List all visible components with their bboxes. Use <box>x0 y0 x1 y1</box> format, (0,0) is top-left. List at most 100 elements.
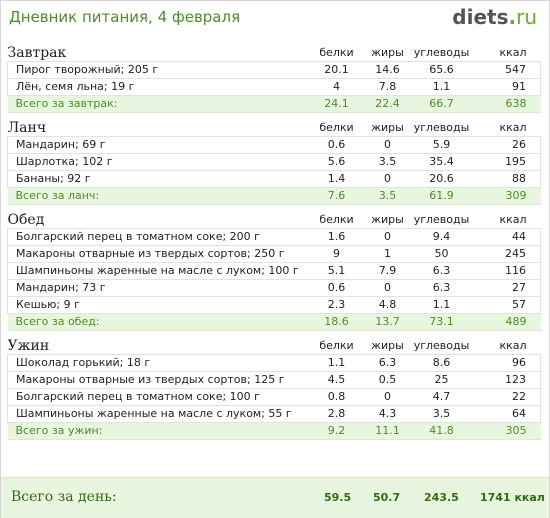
food-carbs: 1.1 <box>407 78 476 96</box>
food-protein: 1.4 <box>305 170 368 188</box>
food-name: Болгарский перец в томатном соке; 200 г <box>7 228 306 246</box>
food-row[interactable]: Макароны отварные из твердых сортов; 125… <box>7 371 541 389</box>
section-total-label: Всего за завтрак: <box>7 95 306 113</box>
section-total-protein: 9.2 <box>305 422 368 440</box>
section-total-protein: 7.6 <box>305 187 368 205</box>
section-spacer <box>8 331 541 339</box>
food-fat: 0 <box>367 228 408 246</box>
food-name: Шарлотка; 102 г <box>7 153 306 171</box>
column-header-carbs: углеводы <box>413 121 470 134</box>
food-protein: 1.1 <box>305 354 368 372</box>
site-logo[interactable]: diets.ru <box>452 5 537 29</box>
food-kcal: 88 <box>475 170 541 188</box>
section-header: Ланч белки жиры углеводы ккал <box>8 120 541 137</box>
food-carbs: 25 <box>407 371 476 389</box>
food-kcal: 245 <box>475 245 541 263</box>
food-name: Шоколад горький; 18 г <box>7 354 306 372</box>
food-carbs: 5.9 <box>407 136 476 154</box>
column-header-protein: белки <box>319 46 354 59</box>
food-row[interactable]: Мандарин; 69 г 0.6 0 5.9 26 <box>7 136 541 154</box>
column-header-kcal: ккал <box>499 339 527 352</box>
food-carbs: 50 <box>407 245 476 263</box>
food-carbs: 65.6 <box>407 61 476 79</box>
food-protein: 2.3 <box>305 296 368 314</box>
header: Дневник питания, 4 февраля diets.ru <box>1 1 549 37</box>
food-fat: 6.3 <box>367 354 408 372</box>
food-name: Пирог творожный; 205 г <box>7 61 306 79</box>
food-row[interactable]: Лён, семя льна; 19 г 4 7.8 1.1 91 <box>7 78 541 96</box>
food-name: Кешью; 9 г <box>7 296 306 314</box>
food-row[interactable]: Болгарский перец в томатном соке; 100 г 0… <box>7 388 541 406</box>
food-name: Макароны отварные из твердых сортов; 125… <box>7 371 306 389</box>
food-protein: 5.1 <box>305 262 368 280</box>
day-total-carbs: 243.5 <box>424 491 459 504</box>
column-header-fat: жиры <box>371 121 404 134</box>
food-row[interactable]: Макароны отварные из твердых сортов; 250… <box>7 245 541 263</box>
section-spacer <box>8 113 541 121</box>
food-name: Болгарский перец в томатном соке; 100 г <box>7 388 306 406</box>
section-total-row: Всего за ланч: 7.6 3.5 61.9 309 <box>7 187 541 205</box>
section-title: Завтрак <box>7 45 67 61</box>
food-kcal: 26 <box>475 136 541 154</box>
section-total-row: Всего за завтрак: 24.1 22.4 66.7 638 <box>7 95 541 113</box>
food-name: Мандарин; 73 г <box>7 279 306 297</box>
spacer-cell <box>8 205 541 213</box>
food-protein: 20.1 <box>305 61 368 79</box>
section-total-protein: 24.1 <box>305 95 368 113</box>
section-total-kcal: 638 <box>475 95 541 113</box>
section-title: Обед <box>7 212 45 228</box>
section-total-fat: 3.5 <box>367 187 408 205</box>
food-row[interactable]: Пирог творожный; 205 г 20.1 14.6 65.6 547 <box>7 61 541 79</box>
food-kcal: 116 <box>475 262 541 280</box>
section-total-carbs: 61.9 <box>407 187 476 205</box>
food-name: Шампиньоны жаренные на масле с луком; 55… <box>7 405 306 423</box>
food-carbs: 1.1 <box>407 296 476 314</box>
food-protein: 1.6 <box>305 228 368 246</box>
column-header-carbs: углеводы <box>413 213 470 226</box>
food-carbs: 8.6 <box>407 354 476 372</box>
food-row[interactable]: Шампиньоны жаренные на масле с луком; 10… <box>7 262 541 280</box>
food-fat: 4.8 <box>367 296 408 314</box>
section-total-fat: 22.4 <box>367 95 408 113</box>
food-fat: 0 <box>367 388 408 406</box>
logo-dot: . <box>508 5 517 29</box>
food-row[interactable]: Шарлотка; 102 г 5.6 3.5 35.4 195 <box>7 153 541 171</box>
food-kcal: 44 <box>475 228 541 246</box>
food-row[interactable]: Кешью; 9 г 2.3 4.8 1.1 57 <box>7 296 541 314</box>
food-kcal: 96 <box>475 354 541 372</box>
food-carbs: 35.4 <box>407 153 476 171</box>
section-spacer <box>8 205 541 213</box>
column-header-carbs: углеводы <box>413 46 470 59</box>
food-row[interactable]: Мандарин; 73 г 0.6 0 6.3 27 <box>7 279 541 297</box>
food-protein: 4.5 <box>305 371 368 389</box>
food-fat: 0 <box>367 279 408 297</box>
column-header-fat: жиры <box>371 213 404 226</box>
section-total-label: Всего за обед: <box>7 313 306 331</box>
food-protein: 4 <box>305 78 368 96</box>
food-row[interactable]: Шоколад горький; 18 г 1.1 6.3 8.6 96 <box>7 354 541 372</box>
food-name: Мандарин; 69 г <box>7 136 306 154</box>
section-total-carbs: 41.8 <box>407 422 476 440</box>
food-carbs: 20.6 <box>407 170 476 188</box>
food-fat: 7.9 <box>367 262 408 280</box>
column-header-protein: белки <box>319 213 354 226</box>
food-carbs: 6.3 <box>407 279 476 297</box>
food-fat: 14.6 <box>367 61 408 79</box>
food-name: Шампиньоны жаренные на масле с луком; 10… <box>7 262 306 280</box>
food-fat: 0 <box>367 136 408 154</box>
food-row[interactable]: Шампиньоны жаренные на масле с луком; 55… <box>7 405 541 423</box>
food-fat: 1 <box>367 245 408 263</box>
section-total-kcal: 489 <box>475 313 541 331</box>
day-total-fat: 50.7 <box>373 491 401 504</box>
section-total-row: Всего за обед: 18.6 13.7 73.1 489 <box>7 313 541 331</box>
food-row[interactable]: Бананы; 92 г 1.4 0 20.6 88 <box>7 170 541 188</box>
column-header-carbs: углеводы <box>413 339 470 352</box>
food-fat: 7.8 <box>367 78 408 96</box>
food-kcal: 57 <box>475 296 541 314</box>
section-total-carbs: 73.1 <box>407 313 476 331</box>
food-fat: 4.3 <box>367 405 408 423</box>
food-carbs: 9.4 <box>407 228 476 246</box>
section-total-fat: 13.7 <box>367 313 408 331</box>
section-total-kcal: 305 <box>475 422 541 440</box>
